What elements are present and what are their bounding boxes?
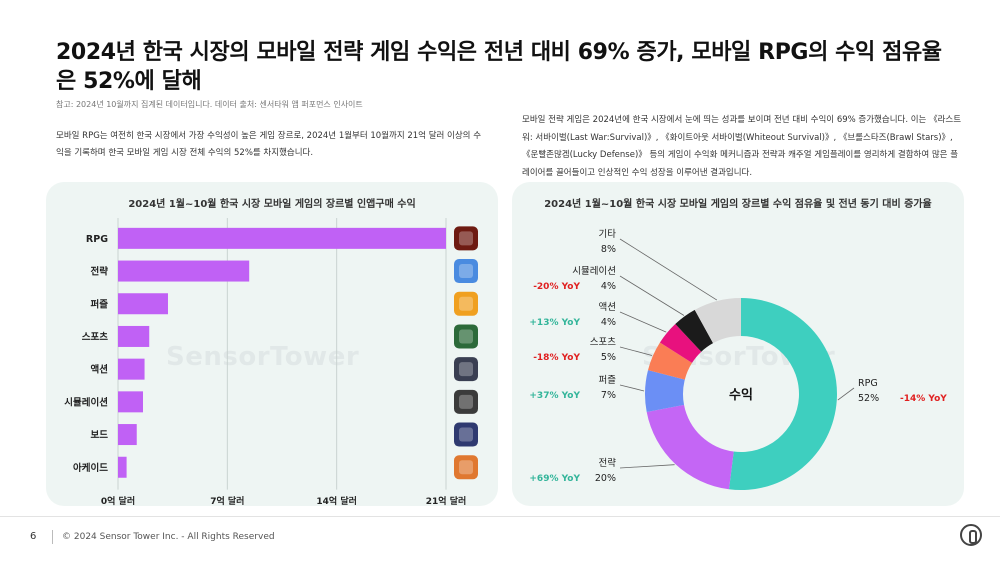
board-game-icon	[454, 422, 478, 447]
leader-line	[619, 464, 675, 469]
y-tick-label: RPG	[86, 234, 108, 245]
copyright: © 2024 Sensor Tower Inc. - All Rights Re…	[62, 532, 275, 542]
watermark-left: SensorTower	[166, 342, 360, 372]
slice-value: 7%	[601, 390, 616, 401]
leader-line	[837, 387, 855, 401]
x-tick-label: 14억 달러	[316, 495, 357, 506]
strategy-game-icon	[454, 259, 478, 284]
y-tick-label: 퍼즐	[91, 298, 109, 310]
bar	[118, 391, 143, 413]
slice-name: 시뮬레이션	[572, 266, 616, 277]
left-description: 모바일 RPG는 여전히 한국 시장에서 가장 수익성이 높은 게임 장르로, …	[56, 131, 482, 158]
bar	[118, 325, 150, 347]
sports-game-icon	[454, 324, 478, 349]
y-tick-label: 시뮬레이션	[64, 396, 108, 408]
puzzle-game-icon	[454, 291, 478, 316]
slice-name: 퍼즐	[599, 375, 617, 386]
y-tick-label: 보드	[91, 430, 109, 441]
bar	[118, 424, 137, 446]
bar-chart: 0억 달러 7억 달러 14억 달러 21억 달러 RPG 전략퍼즐스포츠액션시뮬레이션보…	[64, 218, 478, 506]
slice-value: 5%	[601, 352, 616, 363]
leader-line	[619, 275, 685, 316]
bar	[118, 260, 250, 282]
donut-slice	[694, 298, 741, 344]
x-tick-label: 0억 달러	[101, 495, 135, 506]
slice-yoy: +69% YoY	[529, 474, 580, 484]
x-tick-label: 7억 달러	[210, 495, 244, 506]
slice-name: 액션	[599, 301, 616, 313]
sensor-tower-logo-icon	[960, 524, 982, 546]
page-title: 2024년 한국 시장의 모바일 전략 게임 수익은 전년 대비 69% 증가,…	[56, 40, 942, 94]
slice-yoy: -20% YoY	[533, 282, 580, 292]
x-tick-label: 21억 달러	[426, 495, 467, 506]
leader-line	[619, 346, 653, 356]
donut-slice	[728, 298, 837, 491]
y-tick-label: 스포츠	[82, 331, 108, 343]
arcade-game-icon	[454, 455, 478, 480]
y-tick-label: 아케이드	[73, 462, 108, 474]
action-game-icon	[454, 357, 478, 382]
slice-value: 4%	[601, 317, 616, 328]
bar	[118, 227, 446, 249]
donut-center-label: 수익	[729, 387, 753, 403]
slice-yoy: -14% YoY	[900, 394, 947, 404]
donut-slice	[648, 342, 693, 380]
rpg-game-icon	[454, 226, 478, 251]
donut-chart: 수익 RPG 52% -14% YoY 전략 20% +69% YoY 퍼즐 7% +37% Yo…	[529, 229, 947, 491]
leader-line	[619, 238, 718, 301]
donut-slice	[646, 404, 734, 490]
slice-value: 20%	[595, 473, 616, 484]
donut-chart-title: 2024년 1월~10월 한국 시장 모바일 게임의 장르별 수익 점유율 및 …	[544, 199, 932, 210]
slice-value: 52%	[858, 393, 879, 404]
leader-line	[619, 311, 667, 333]
footer-separator	[52, 530, 53, 544]
donut-chart-panel: 2024년 1월~10월 한국 시장 모바일 게임의 장르별 수익 점유율 및 …	[512, 182, 964, 506]
slice-yoy: +37% YoY	[529, 391, 580, 401]
page-number: 6	[30, 531, 37, 542]
y-tick-label: 전략	[91, 266, 109, 278]
slice-value: 8%	[601, 244, 616, 255]
slice-name: 전략	[599, 457, 617, 469]
slice-yoy: +13% YoY	[529, 318, 580, 328]
slice-yoy: -18% YoY	[533, 353, 580, 363]
bar-chart-title: 2024년 1월~10월 한국 시장 모바일 게임의 장르별 인앱구매 수익	[128, 199, 416, 210]
slice-name: 스포츠	[590, 337, 616, 348]
slice-name: RPG	[858, 378, 878, 389]
leader-line	[619, 384, 645, 392]
donut-slice	[645, 370, 685, 412]
bar	[118, 358, 145, 380]
simulation-game-icon	[454, 389, 478, 414]
donut-slice	[659, 324, 702, 363]
footer-divider	[0, 516, 1000, 517]
bar-chart-panel: 2024년 1월~10월 한국 시장 모바일 게임의 장르별 인앱구매 수익 S…	[46, 182, 498, 506]
source-note: 참고: 2024년 10월까지 집계된 데이터입니다. 데이터 출처: 센서타워…	[56, 100, 363, 109]
slice-value: 4%	[601, 281, 616, 292]
y-tick-label: 액션	[91, 364, 108, 376]
right-description: 모바일 전략 게임은 2024년에 한국 시장에서 눈에 띄는 성과를 보이며 …	[522, 115, 962, 178]
slice-name: 기타	[599, 229, 617, 240]
donut-slice	[675, 309, 714, 352]
bar	[118, 456, 127, 478]
bar	[118, 293, 168, 315]
